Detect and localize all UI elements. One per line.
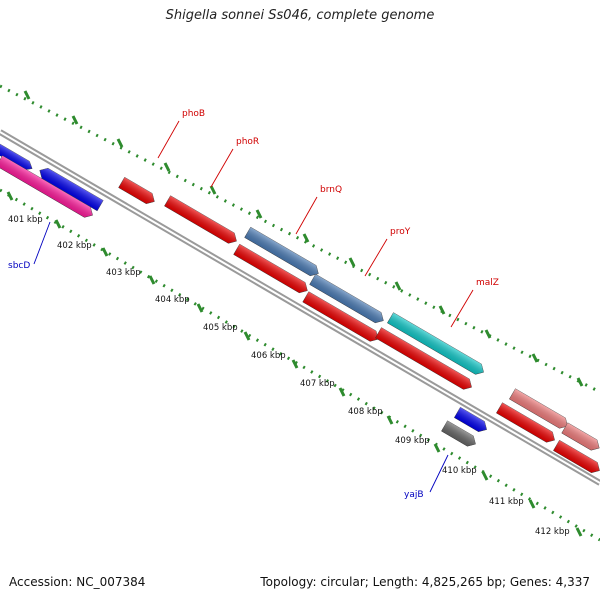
backbone-inner	[0, 131, 600, 484]
feature-pink	[0, 155, 93, 218]
outer-scale-tick	[116, 138, 124, 148]
feature-salmon-1	[509, 388, 568, 429]
topology-summary: Topology: circular; Length: 4,825,265 bp…	[260, 575, 590, 589]
feature-red-under-malZ-shading	[375, 327, 472, 390]
feature-blue-small-shading	[454, 407, 487, 432]
gene-features	[0, 142, 600, 473]
map-title: Shigella sonnei Ss046, complete genome	[165, 8, 435, 23]
feature-malZ	[387, 312, 484, 375]
tick-label-3: 403 kbp	[106, 268, 141, 278]
kbp-tick-labels: 401 kbp 402 kbp 403 kbp 404 kbp 405 kbp 406 k…	[8, 215, 570, 537]
feature-brnQ	[244, 226, 319, 277]
gene-label-phoR: phoR	[236, 137, 259, 147]
gene-label-malZ: malZ	[476, 278, 499, 288]
inner-scale-tick	[101, 247, 109, 257]
gene-labels: phoB phoR brnQ proY malZ sbcD yajB	[8, 109, 499, 500]
inner-scale-tick	[575, 527, 583, 537]
feature-red-under-brnQ	[233, 243, 308, 294]
feature-blue-small	[454, 406, 487, 432]
feature-phoB-shading	[118, 177, 155, 204]
gene-label-sbcD: sbcD	[8, 261, 30, 271]
gene-label-brnQ: brnQ	[320, 185, 342, 195]
outer-scale-tick	[71, 115, 79, 125]
feature-pink-shading	[0, 155, 93, 218]
feature-red-right-2	[553, 439, 600, 473]
tick-label-8: 408 kbp	[348, 407, 383, 417]
feature-blue-second-shading	[39, 168, 104, 211]
leader-malZ	[450, 289, 474, 328]
inner-scale-tick	[243, 331, 251, 341]
outer-scale-tick	[531, 353, 539, 363]
accession-text: Accession: NC_007384	[9, 575, 146, 589]
gene-label-proY: proY	[390, 227, 411, 237]
tick-label-9: 409 kbp	[395, 436, 430, 446]
inner-scale-tick	[528, 499, 536, 509]
feature-red-under-proY	[302, 291, 379, 342]
outer-scale-tick	[348, 257, 356, 267]
leader-brnQ	[295, 196, 318, 235]
feature-malZ-shading	[387, 312, 484, 375]
feature-red-under-malZ	[375, 327, 472, 390]
outer-scale-tick	[209, 185, 217, 195]
genome-backbone	[0, 129, 600, 486]
outer-dotted-line	[0, 84, 600, 394]
outer-scale-tick	[23, 90, 31, 100]
feature-gray-yajB	[441, 420, 476, 447]
tick-label-5: 405 kbp	[203, 323, 238, 333]
feature-gray-yajB-shading	[441, 420, 476, 447]
tick-label-12: 412 kbp	[535, 527, 570, 537]
feature-red-right-2-shading	[553, 440, 600, 473]
outer-scale-tick	[163, 162, 171, 172]
tick-label-11: 411 kbp	[489, 497, 524, 507]
inner-scale-tick	[54, 219, 62, 229]
outer-scale-tick	[255, 209, 263, 219]
inner-scale-tick	[6, 191, 14, 201]
inner-scale-tick	[148, 275, 156, 285]
outer-scale-tick	[394, 281, 402, 291]
leader-yajB	[429, 454, 449, 493]
inner-scale-tick	[196, 303, 204, 313]
inner-scale-tick	[433, 443, 441, 453]
feature-phoB	[118, 176, 155, 204]
tick-label-4: 404 kbp	[155, 295, 190, 305]
feature-blue-top-left-shading	[0, 143, 33, 170]
feature-brnQ-shading	[244, 227, 319, 276]
leader-sbcD	[33, 221, 51, 265]
leader-phoB	[157, 120, 180, 159]
tick-label-10: 410 kbp	[442, 466, 477, 476]
dotted-scale-lines	[0, 84, 600, 542]
inner-scale-tick	[291, 359, 299, 369]
feature-salmon-2	[561, 422, 600, 451]
feature-phoR-shading	[164, 195, 237, 244]
feature-red-right-1-shading	[496, 402, 555, 443]
feature-salmon-2-shading	[561, 422, 600, 451]
outer-scale-tick	[576, 377, 584, 387]
feature-blue-top-left	[0, 142, 33, 171]
feature-red-right-1	[496, 402, 555, 443]
feature-phoR	[164, 195, 237, 244]
gene-label-phoB: phoB	[182, 109, 205, 119]
tick-label-6: 406 kbp	[251, 351, 286, 361]
tick-label-1: 401 kbp	[8, 215, 43, 225]
outer-scale-tick	[484, 329, 492, 339]
leader-proY	[364, 238, 388, 277]
leader-phoR	[210, 148, 234, 188]
inner-scale-tick	[338, 387, 346, 397]
feature-red-under-proY-shading	[302, 291, 379, 342]
feature-red-under-brnQ-shading	[233, 244, 308, 293]
outer-scale-tick	[302, 233, 310, 243]
tick-label-2: 402 kbp	[57, 241, 92, 251]
inner-scale-tick	[386, 415, 394, 425]
feature-proY-shading	[309, 274, 384, 323]
outer-scale-tick	[438, 305, 446, 315]
inner-scale-tick	[481, 471, 489, 481]
feature-proY	[309, 273, 384, 324]
tick-label-7: 407 kbp	[300, 379, 335, 389]
feature-blue-second	[39, 167, 104, 212]
feature-salmon-1-shading	[509, 388, 568, 429]
gene-label-yajB: yajB	[404, 490, 424, 500]
